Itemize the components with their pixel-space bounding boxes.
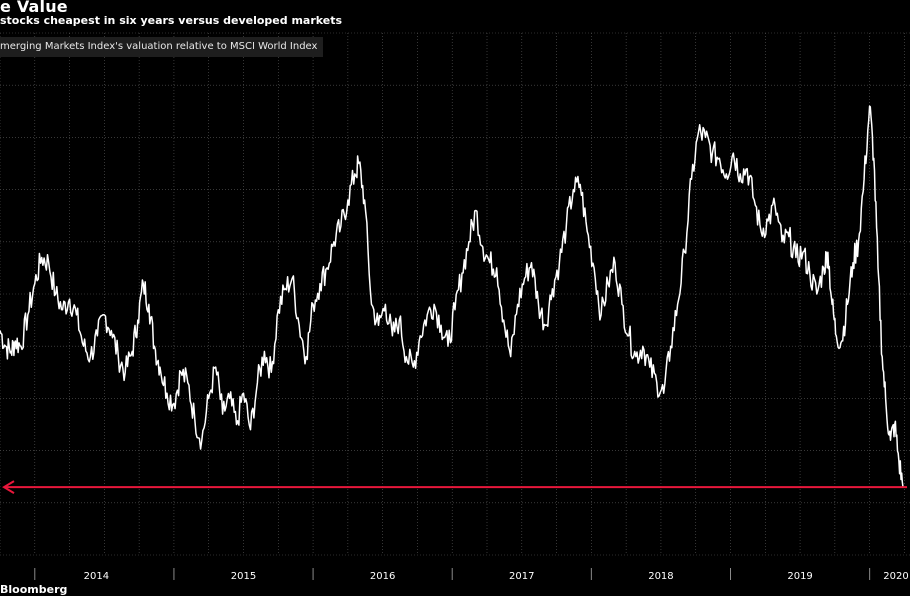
x-axis: 2014 2015 2016 2017 2018 2019 2020: [34, 568, 909, 582]
series-line: [0, 105, 904, 488]
x-tick-label-2014: 2014: [84, 571, 109, 582]
chart-subtitle: stocks cheapest in six years versus deve…: [0, 14, 343, 27]
chart-title: e Value: [0, 0, 68, 16]
x-tick-label-2019: 2019: [787, 571, 812, 582]
x-tick-label-2020: 2020: [883, 571, 908, 582]
x-tick-label-2015: 2015: [231, 571, 256, 582]
arrow-head: [2, 480, 15, 494]
legend-label: merging Markets Index's valuation relati…: [0, 37, 324, 57]
x-tick-label-2018: 2018: [648, 571, 673, 582]
source-label: Bloomberg: [0, 583, 68, 596]
gridlines: [0, 32, 910, 556]
x-tick-label-2016: 2016: [370, 571, 395, 582]
x-tick-label-2017: 2017: [509, 571, 534, 582]
low-marker-arrow: [2, 480, 908, 494]
